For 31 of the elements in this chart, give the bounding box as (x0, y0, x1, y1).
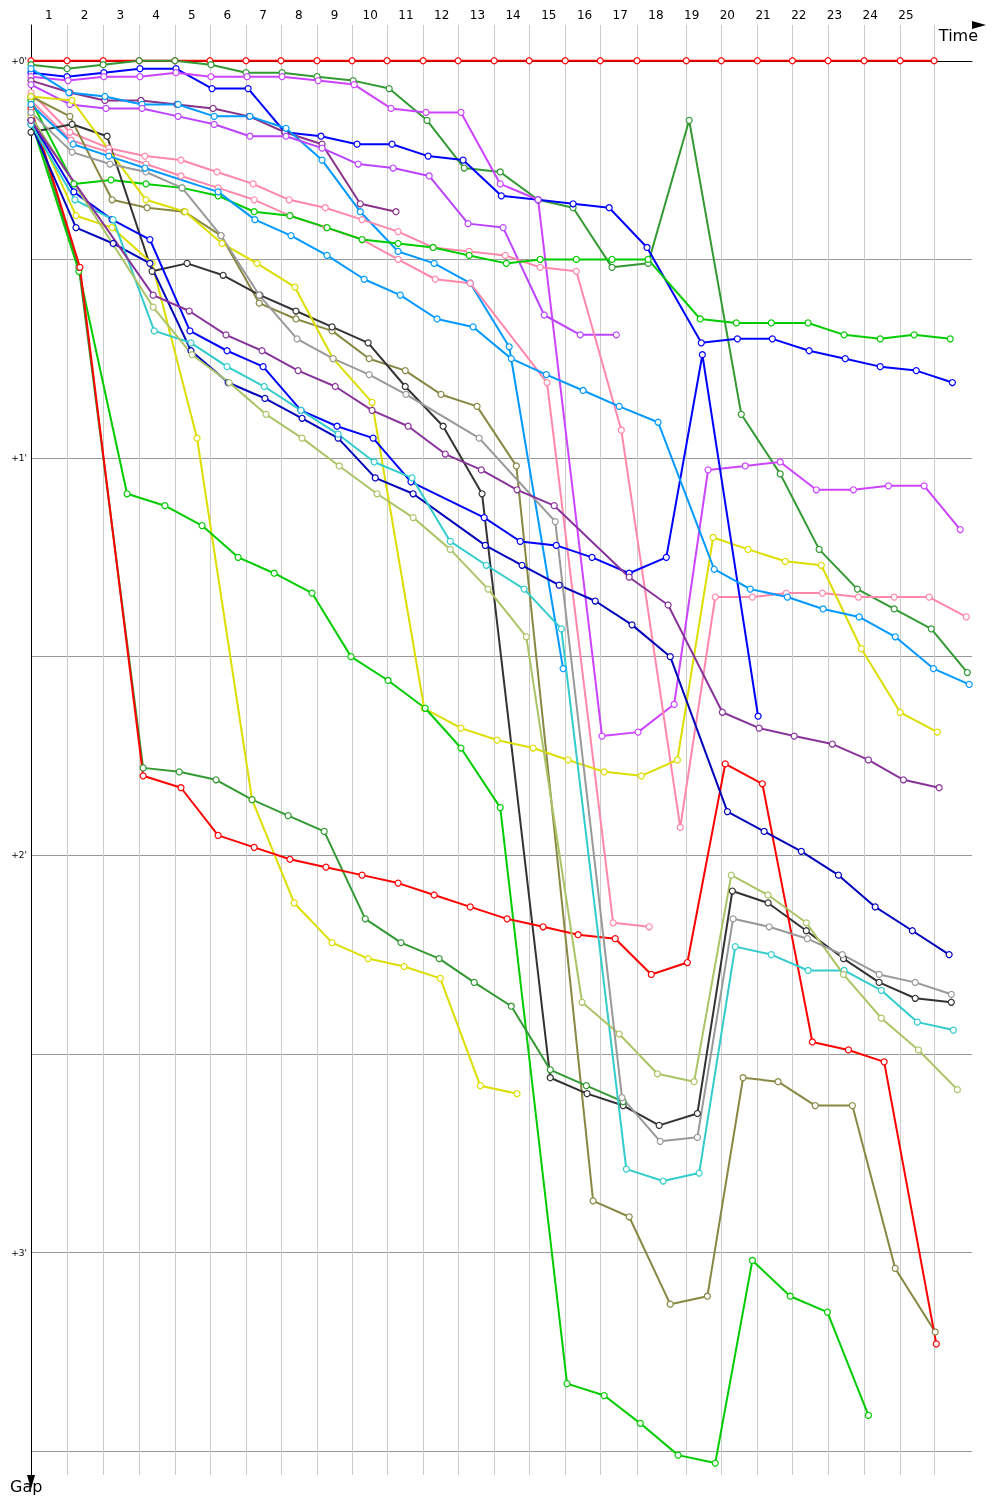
x-tick-label: 21 (755, 8, 771, 22)
x-tick-label: 3 (116, 8, 125, 22)
x-tick-label: 23 (826, 8, 843, 22)
x-tick-label: 18 (648, 8, 664, 22)
x-tick-label: 19 (684, 8, 700, 22)
x-tick-label: 10 (362, 8, 378, 22)
x-tick-label: 5 (187, 8, 196, 22)
x-tick-label: 24 (862, 8, 878, 22)
y-tick-label: +1' (11, 453, 27, 464)
x-tick-label: 22 (791, 8, 807, 22)
y-tick-label: +2' (11, 850, 27, 861)
y-tick-label: +0' (11, 55, 27, 66)
y-tick-label: +3' (11, 1247, 27, 1258)
x-tick-label: 25 (898, 8, 914, 22)
x-tick-label: 12 (434, 8, 450, 22)
x-axis-title: Time (937, 25, 978, 45)
x-tick-label: 8 (295, 8, 303, 22)
x-tick-label: 14 (505, 8, 521, 22)
x-tick-label: 20 (719, 8, 736, 22)
y-axis-title: Gap (10, 1476, 43, 1496)
x-tick-label: 16 (576, 8, 593, 22)
x-tick-label: 2 (80, 8, 89, 22)
x-tick-label: 13 (469, 8, 486, 22)
x-tick-label: 17 (612, 8, 628, 22)
x-tick-label: 11 (398, 8, 414, 22)
x-tick-label: 15 (541, 8, 557, 22)
x-tick-label: 4 (152, 8, 160, 22)
x-tick-label: 7 (259, 8, 267, 22)
x-tick-label: 6 (223, 8, 232, 22)
x-tick-label: 1 (45, 8, 53, 22)
x-tick-label: 9 (330, 8, 339, 22)
